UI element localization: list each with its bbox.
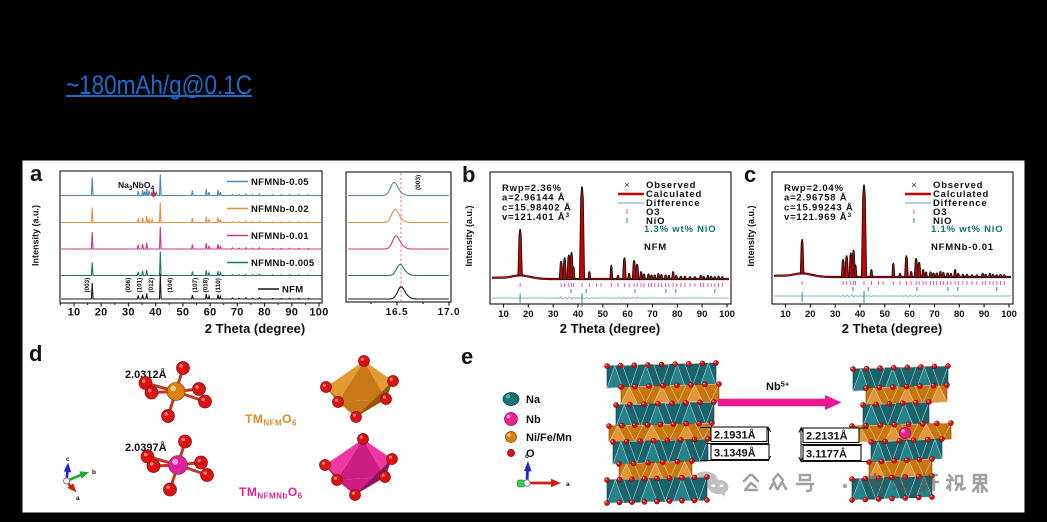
svg-text:b: b (462, 162, 475, 187)
svg-text:50: 50 (598, 309, 609, 320)
svg-text:2 Theta (degree): 2 Theta (degree) (205, 321, 305, 336)
svg-text:O: O (526, 448, 535, 460)
svg-text:×: × (624, 180, 630, 191)
svg-text:2.2131Å: 2.2131Å (806, 430, 848, 443)
svg-text:2.1931Å: 2.1931Å (714, 429, 756, 442)
svg-text:90: 90 (979, 309, 990, 320)
svg-text:(018): (018) (203, 278, 210, 293)
svg-text:20: 20 (95, 307, 108, 319)
svg-text:10: 10 (498, 309, 509, 320)
svg-text:Rwp=2.36%: Rwp=2.36% (502, 183, 562, 194)
svg-text:90: 90 (697, 309, 708, 320)
svg-text:Nb: Nb (526, 414, 541, 426)
svg-text:Na: Na (526, 394, 541, 406)
svg-text:60: 60 (904, 309, 915, 320)
svg-text:20: 20 (805, 309, 816, 320)
svg-text:NiO: NiO (933, 216, 952, 227)
svg-text:80: 80 (954, 309, 965, 320)
svg-text:20: 20 (523, 309, 534, 320)
svg-text:90: 90 (285, 307, 298, 319)
svg-text:NFMNb-0.01: NFMNb-0.01 (931, 242, 994, 253)
svg-text:a: a (30, 161, 43, 186)
svg-text:Observed: Observed (933, 180, 983, 191)
svg-text:v=121.969 Å3: v=121.969 Å3 (784, 212, 852, 223)
svg-text:3.1177Å: 3.1177Å (806, 448, 847, 461)
svg-text:17.0: 17.0 (438, 307, 461, 318)
svg-text:NFMNb-0.005: NFMNb-0.005 (251, 258, 315, 269)
svg-text:10: 10 (68, 307, 81, 319)
svg-text:TMNFMO6: TMNFMO6 (245, 412, 297, 428)
svg-text:2 Theta (degree): 2 Theta (degree) (842, 321, 942, 336)
svg-text:50: 50 (880, 309, 891, 320)
svg-text:Ni/Fe/Mn: Ni/Fe/Mn (526, 432, 572, 444)
svg-text:O3: O3 (933, 207, 947, 218)
svg-text:(104): (104) (167, 278, 174, 293)
svg-text:3.1349Å: 3.1349Å (714, 447, 756, 460)
svg-text:a=2.96758 Å: a=2.96758 Å (784, 193, 847, 204)
svg-text:1.3% wt% NiO: 1.3% wt% NiO (644, 224, 716, 235)
svg-text:(012): (012) (148, 278, 155, 293)
svg-text:100: 100 (1001, 309, 1017, 320)
svg-text:70: 70 (647, 309, 658, 320)
svg-text:(110): (110) (215, 278, 222, 292)
svg-text:Intensity (a.u.): Intensity (a.u.) (464, 205, 474, 266)
svg-text:Calculated: Calculated (646, 189, 702, 200)
svg-text:1.1% wt% NiO: 1.1% wt% NiO (931, 224, 1003, 235)
svg-text:50: 50 (176, 307, 189, 319)
svg-text:Calculated: Calculated (933, 189, 989, 200)
svg-text:30: 30 (830, 309, 841, 320)
svg-text:70: 70 (929, 309, 940, 320)
svg-text:d: d (29, 341, 42, 366)
svg-text:Rwp=2.04%: Rwp=2.04% (784, 183, 844, 194)
svg-text:80: 80 (258, 307, 271, 319)
svg-text:(101): (101) (137, 278, 144, 293)
svg-text:(107): (107) (192, 278, 199, 293)
svg-text:70: 70 (231, 307, 244, 319)
svg-text:c: c (744, 162, 756, 187)
svg-text:NFM: NFM (282, 284, 303, 295)
svg-text:b: b (92, 469, 96, 476)
svg-text:40: 40 (149, 307, 162, 319)
svg-text:Difference: Difference (646, 198, 700, 209)
svg-text:2 Theta (degree): 2 Theta (degree) (560, 321, 660, 336)
svg-text:40: 40 (855, 309, 866, 320)
svg-text:100: 100 (309, 307, 328, 319)
svg-text:NFMNb-0.02: NFMNb-0.02 (251, 204, 309, 215)
svg-text:60: 60 (204, 307, 217, 319)
svg-text:16.5: 16.5 (386, 307, 409, 318)
svg-text:×: × (911, 180, 917, 191)
svg-text:80: 80 (672, 309, 683, 320)
svg-text:2.0397Å: 2.0397Å (125, 441, 167, 454)
svg-text:(003): (003) (415, 175, 422, 190)
svg-text:v=121.401 Å3: v=121.401 Å3 (502, 212, 570, 223)
svg-text:e: e (461, 344, 473, 369)
svg-text:2.0312Å: 2.0312Å (125, 368, 167, 381)
svg-text:NFMNb-0.01: NFMNb-0.01 (251, 231, 309, 242)
svg-text:30: 30 (122, 307, 135, 319)
svg-text:O3: O3 (646, 207, 660, 218)
svg-text:c=15.98402 Å: c=15.98402 Å (502, 202, 572, 213)
svg-text:Intensity (a.u.): Intensity (a.u.) (31, 205, 41, 266)
svg-text:a=2.96144 Å: a=2.96144 Å (502, 193, 565, 204)
svg-text:Difference: Difference (933, 198, 987, 209)
svg-text:NFM: NFM (644, 242, 667, 253)
svg-text:Intensity (a.u.): Intensity (a.u.) (746, 205, 756, 266)
svg-text:Na3NbO4: Na3NbO4 (118, 180, 154, 192)
svg-text:NFMNb-0.05: NFMNb-0.05 (251, 177, 309, 188)
svg-text:30: 30 (548, 309, 559, 320)
svg-text:c=15.99243 Å: c=15.99243 Å (784, 202, 854, 213)
svg-text:a: a (566, 481, 570, 488)
svg-text:a: a (76, 495, 80, 502)
svg-text:c: c (525, 453, 529, 460)
svg-text:100: 100 (719, 309, 735, 320)
svg-text:(006): (006) (125, 278, 132, 293)
svg-text:c: c (66, 456, 70, 463)
svg-text:(003): (003) (84, 278, 91, 293)
svg-text:Observed: Observed (646, 180, 696, 191)
svg-text:NiO: NiO (646, 216, 665, 227)
svg-text:40: 40 (573, 309, 584, 320)
svg-text:10: 10 (780, 309, 791, 320)
svg-text:60: 60 (622, 309, 633, 320)
